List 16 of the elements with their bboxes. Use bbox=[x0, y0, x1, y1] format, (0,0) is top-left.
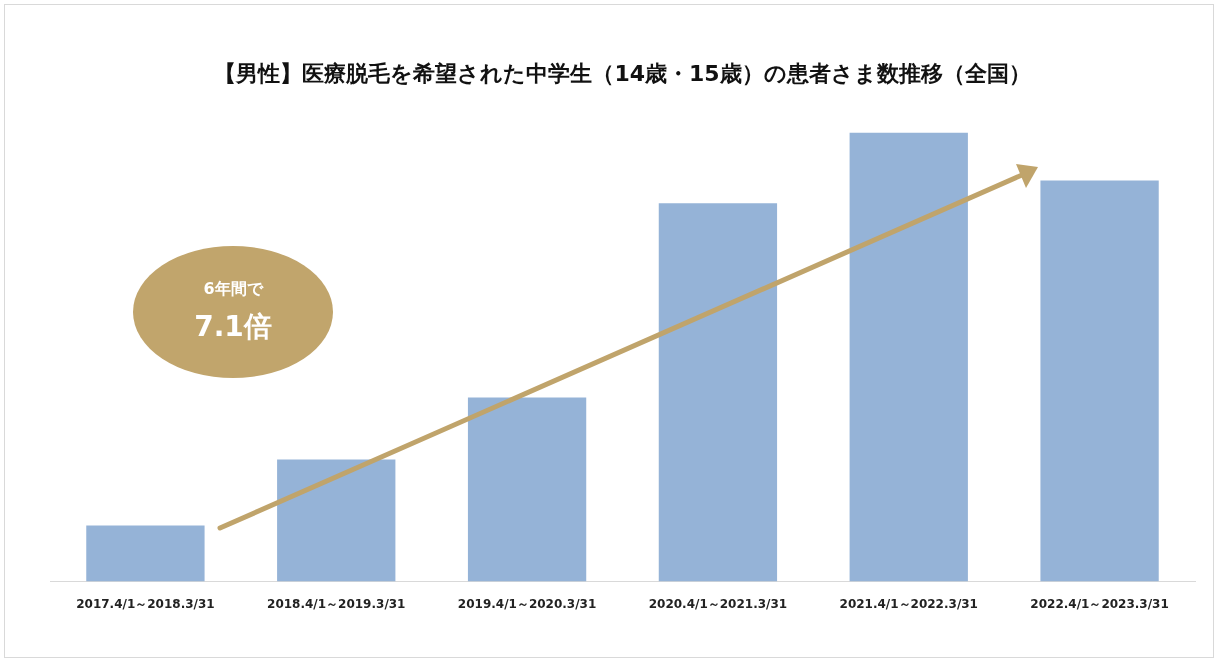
x-tick-label: 2020.4/1～2021.3/31 bbox=[648, 596, 788, 611]
x-tick-label: 2018.4/1～2019.3/31 bbox=[267, 596, 406, 611]
bar bbox=[467, 397, 587, 582]
ellipse: 6年間で 7.1倍 bbox=[133, 246, 333, 378]
bar bbox=[86, 525, 205, 582]
x-tick-label: 2022.4/1～2023.3/31 bbox=[1030, 596, 1169, 611]
bar bbox=[658, 203, 778, 582]
x-tick-label: 2021.4/1～2022.3/31 bbox=[839, 596, 978, 611]
bar bbox=[1040, 180, 1159, 582]
annotation: 6年間で bbox=[203, 278, 263, 300]
annotation: 7.1倍 bbox=[194, 308, 272, 345]
bar bbox=[849, 132, 968, 582]
chart-title: 【男性】医療脱毛を希望された中学生（14歳・15歳）の患者さま数推移（全国） bbox=[214, 60, 1031, 86]
x-tick-label: 2019.4/1～2020.3/31 bbox=[457, 596, 597, 611]
bar bbox=[277, 459, 396, 582]
x-tick-label: 2017.4/1～2018.3/31 bbox=[76, 596, 215, 611]
